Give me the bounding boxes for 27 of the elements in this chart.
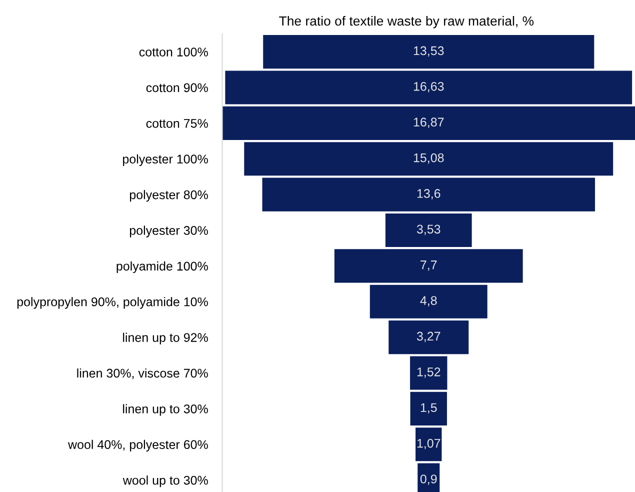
category-label: linen 30%, viscose 70% xyxy=(77,368,208,380)
category-label: linen up to 30% xyxy=(123,404,208,416)
category-label: polypropylen 90%, polyamide 10% xyxy=(17,297,208,309)
category-label: polyester 80% xyxy=(130,190,208,202)
data-label: 1,52 xyxy=(417,367,440,378)
data-label: 16,63 xyxy=(414,82,444,92)
data-label: 15,08 xyxy=(414,153,444,164)
data-label: 13,53 xyxy=(414,46,444,57)
category-label: cotton 100% xyxy=(139,48,208,56)
data-label: 3,53 xyxy=(416,224,440,236)
data-label: 4,8 xyxy=(420,296,437,306)
data-label: 0,9 xyxy=(420,474,437,485)
category-label: cotton 90% xyxy=(146,83,208,92)
category-label: linen up to 92% xyxy=(123,332,208,344)
data-label: 3,27 xyxy=(416,332,440,342)
data-label: 16,87 xyxy=(414,118,444,128)
category-label: polyamide 100% xyxy=(116,261,208,274)
category-label: polyester 100% xyxy=(123,154,208,166)
category-label: wool 40%, polyester 60% xyxy=(68,440,208,452)
text: The ratio of textile waste by raw material, % xyxy=(279,16,534,28)
data-label: 1,5 xyxy=(420,403,437,414)
data-label: 7,7 xyxy=(420,260,437,271)
data-label: 13,6 xyxy=(417,189,440,200)
category-label: polyester 30% xyxy=(130,226,208,238)
data-label: 1,07 xyxy=(417,438,440,450)
category-label: wool up to 30% xyxy=(122,476,208,488)
category-label: cotton 75% xyxy=(146,119,208,128)
